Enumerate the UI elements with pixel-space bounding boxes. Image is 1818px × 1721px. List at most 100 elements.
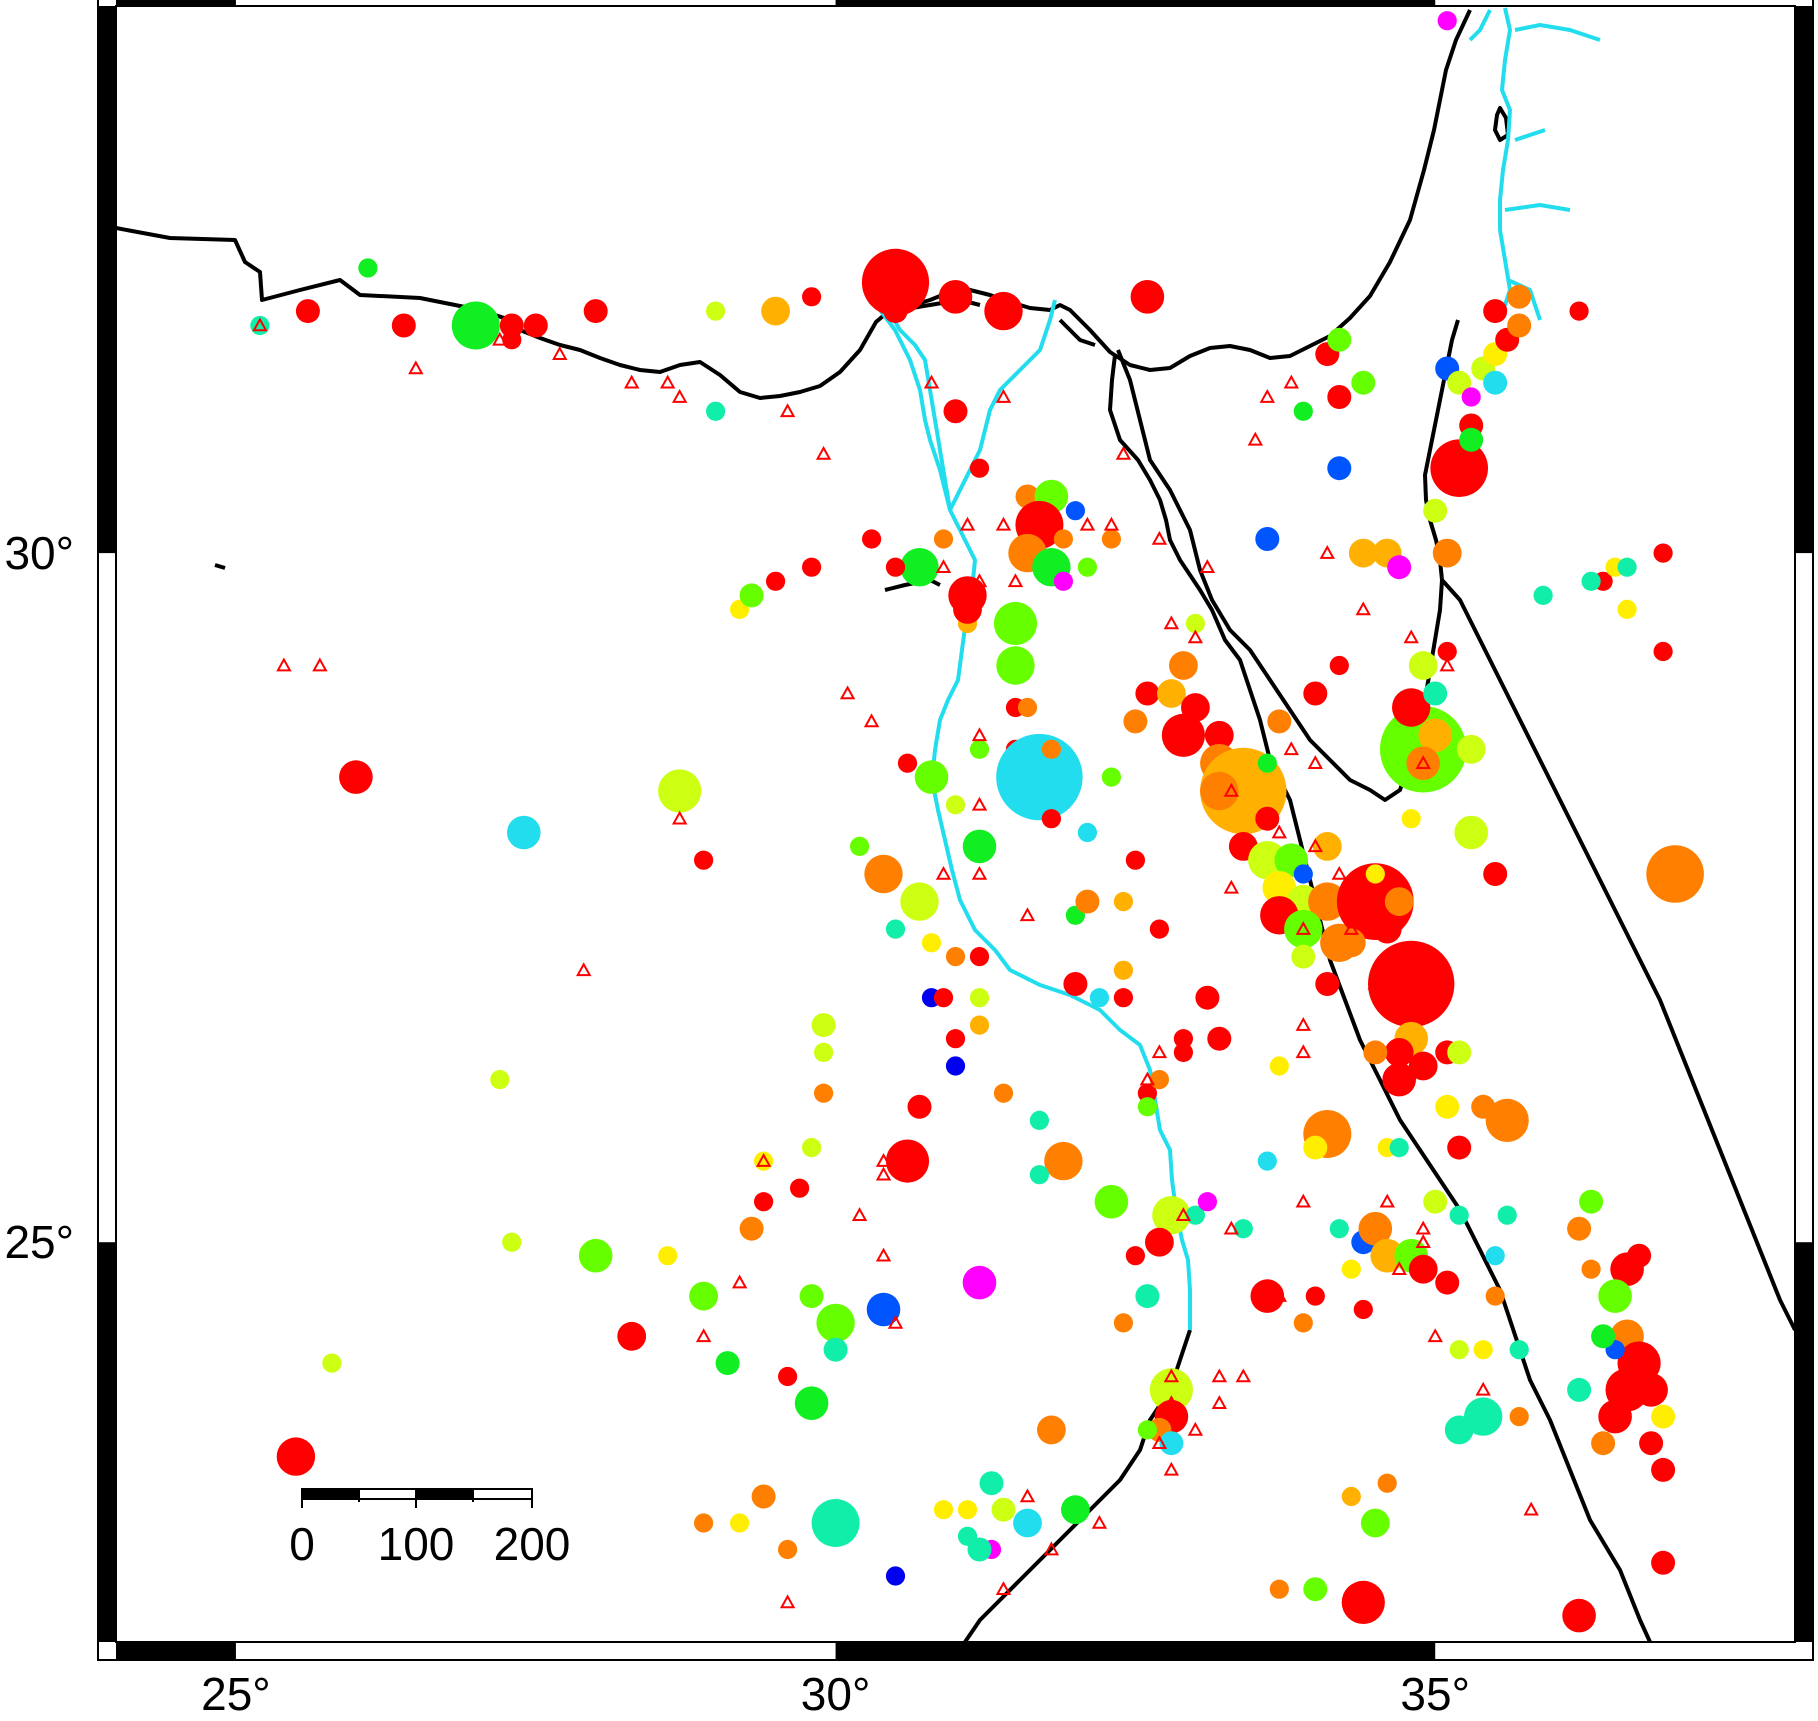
earthquake-event: [1053, 529, 1073, 549]
coastline-small-fragment: [214, 563, 226, 570]
station-triangle: [1283, 741, 1299, 756]
earthquake-event: [1061, 1495, 1090, 1525]
earthquake-event: [778, 1539, 798, 1560]
earthquake-event: [578, 1238, 613, 1273]
station-triangle: [1439, 657, 1455, 672]
earthquake-event: [1305, 1286, 1325, 1306]
earthquake-event: [1430, 439, 1488, 498]
earthquake-event: [1336, 928, 1366, 958]
earthquake-event: [1418, 718, 1452, 753]
earthquake-event: [1200, 771, 1239, 811]
earthquake-event: [1315, 972, 1340, 996]
earthquake-event: [1113, 960, 1133, 980]
earthquake-event: [802, 287, 822, 307]
earthquake-event: [1041, 739, 1061, 759]
station-triangle: [1403, 629, 1419, 644]
station-triangle: [1391, 1261, 1407, 1275]
frame-outer-stroke: [97, 0, 1814, 1661]
station-triangle: [875, 1153, 892, 1167]
frame-segment-right: [1795, 6, 1813, 554]
earthquake-event: [1161, 713, 1205, 757]
station-triangle: [971, 796, 988, 811]
earthquake-event: [1303, 681, 1328, 706]
earthquake-event: [1408, 1051, 1438, 1081]
station-triangle: [1091, 1514, 1108, 1529]
earthquake-event: [814, 1083, 834, 1103]
station-triangle: [1199, 559, 1216, 574]
earthquake-event: [1360, 1508, 1390, 1538]
earthquake-event: [1075, 889, 1100, 914]
earthquake-event: [1634, 1373, 1668, 1407]
earthquake-event: [814, 1042, 834, 1062]
map-frame: [97, 0, 1814, 1661]
earthquake-event: [1353, 1299, 1373, 1320]
station-triangle: [1271, 824, 1288, 839]
frame-segment-left: [98, 6, 116, 554]
earthquake-event: [962, 1265, 997, 1300]
earthquake-event: [1130, 280, 1165, 314]
earthquake-event: [1447, 1135, 1472, 1160]
station-triangle: [1211, 1368, 1228, 1383]
station-triangle: [623, 374, 640, 389]
earthquake-event: [1533, 585, 1553, 606]
latitude-labels: 30° 25°: [4, 527, 74, 1268]
earthquake-event: [689, 1281, 718, 1311]
earthquake-event: [945, 1056, 966, 1076]
earthquake-event: [1029, 1165, 1049, 1185]
earthquake-event: [1094, 1184, 1129, 1219]
earthquake-event: [945, 1029, 966, 1049]
earthquake-event: [1432, 538, 1462, 568]
station-triangle: [935, 559, 952, 574]
earthquake-event: [1195, 985, 1220, 1010]
earthquake-event: [1591, 1324, 1616, 1349]
earthquake-event: [507, 815, 541, 850]
earthquake-event: [1293, 1313, 1313, 1333]
earthquake-event: [1157, 679, 1186, 708]
earthquake-event: [794, 1386, 829, 1420]
station-triangle: [1151, 1044, 1168, 1059]
station-triangle: [815, 445, 832, 460]
station-triangle: [1235, 1368, 1252, 1383]
longitude-tick-label: 35°: [1400, 1668, 1470, 1720]
earthquake-event: [523, 313, 548, 338]
earthquake-event: [1125, 1246, 1145, 1266]
earthquake-event: [1485, 1246, 1505, 1266]
earthquake-event: [1464, 1397, 1503, 1436]
earthquake-event: [1423, 498, 1448, 523]
earthquake-event: [739, 583, 764, 608]
earthquake-event: [1329, 1219, 1349, 1239]
earthquake-event: [1358, 1211, 1393, 1246]
earthquake-event: [1370, 1238, 1404, 1273]
earthquake-event: [502, 330, 522, 350]
earthquake-event: [1408, 1254, 1438, 1284]
station-triangle: [671, 388, 688, 403]
earthquake-event: [1173, 1042, 1193, 1062]
earthquake-event: [802, 1138, 822, 1158]
station-triangle: [1295, 1193, 1311, 1208]
station-triangle: [1367, 975, 1383, 990]
earthquake-event: [1135, 1284, 1160, 1309]
earthquake-event: [1387, 555, 1412, 580]
earthquake-event: [1365, 864, 1385, 884]
earthquake-event: [969, 458, 990, 478]
station-triangle: [839, 685, 856, 700]
station-triangle: [1151, 1435, 1168, 1450]
station-triangle: [995, 1581, 1012, 1596]
earthquake-event: [1392, 688, 1431, 727]
earthquake-event: [391, 313, 416, 338]
earthquake-event: [984, 291, 1023, 331]
earthquake-event: [1454, 815, 1488, 850]
earthquake-event: [694, 850, 714, 870]
station-triangle: [731, 1274, 748, 1289]
earthquake-event: [1267, 709, 1292, 734]
station-triangle: [1223, 879, 1240, 894]
earthquake-event: [816, 1303, 855, 1343]
station-triangle: [1019, 1488, 1036, 1503]
earthquake-event: [617, 1321, 647, 1351]
station-triangle: [1211, 1395, 1228, 1410]
earthquake-event: [1149, 1368, 1193, 1412]
earthquake-event: [1651, 1404, 1676, 1429]
earthquake-event: [1293, 401, 1313, 421]
earthquake-event: [1351, 370, 1376, 395]
earthquake-event: [993, 601, 1038, 646]
